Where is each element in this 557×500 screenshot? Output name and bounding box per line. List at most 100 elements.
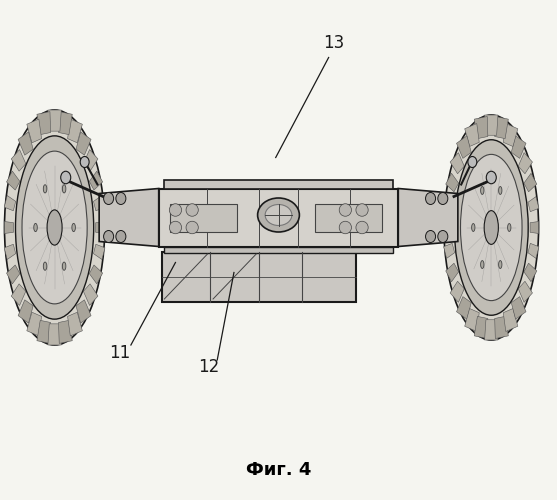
Polygon shape — [524, 174, 537, 192]
Ellipse shape — [16, 136, 94, 319]
Polygon shape — [27, 312, 42, 336]
Bar — [170, 204, 237, 232]
Bar — [315, 204, 382, 232]
Bar — [159, 188, 398, 246]
Polygon shape — [4, 196, 16, 210]
Ellipse shape — [481, 186, 484, 194]
Ellipse shape — [43, 184, 47, 193]
Ellipse shape — [62, 184, 66, 193]
Polygon shape — [7, 265, 20, 284]
Polygon shape — [18, 300, 33, 323]
Polygon shape — [444, 222, 452, 234]
Text: 13: 13 — [324, 34, 345, 52]
Ellipse shape — [486, 172, 496, 184]
Polygon shape — [84, 284, 98, 306]
Ellipse shape — [104, 192, 114, 204]
Polygon shape — [495, 316, 509, 338]
Polygon shape — [4, 222, 13, 234]
Polygon shape — [4, 244, 16, 260]
Polygon shape — [511, 136, 526, 158]
Ellipse shape — [438, 192, 448, 204]
Polygon shape — [58, 112, 72, 134]
Polygon shape — [524, 263, 537, 281]
Ellipse shape — [265, 204, 292, 226]
Polygon shape — [99, 188, 159, 246]
Polygon shape — [519, 152, 532, 174]
Ellipse shape — [339, 222, 351, 234]
Bar — [162, 252, 356, 302]
Ellipse shape — [438, 230, 448, 242]
Polygon shape — [89, 265, 102, 284]
Polygon shape — [465, 124, 479, 146]
Bar — [164, 180, 393, 188]
Ellipse shape — [34, 224, 37, 232]
Polygon shape — [495, 116, 509, 138]
Text: 11: 11 — [109, 344, 130, 361]
Polygon shape — [457, 136, 471, 158]
Polygon shape — [530, 222, 539, 234]
Polygon shape — [398, 188, 458, 246]
Ellipse shape — [356, 222, 368, 234]
Polygon shape — [94, 196, 105, 210]
Ellipse shape — [499, 260, 502, 268]
Polygon shape — [443, 196, 455, 212]
Polygon shape — [76, 300, 91, 323]
Ellipse shape — [61, 172, 71, 184]
Polygon shape — [474, 116, 488, 138]
Polygon shape — [27, 119, 42, 143]
Ellipse shape — [468, 156, 477, 168]
Ellipse shape — [169, 222, 182, 234]
Polygon shape — [96, 222, 105, 234]
Ellipse shape — [43, 262, 47, 270]
Polygon shape — [11, 284, 26, 306]
Polygon shape — [519, 282, 532, 302]
Ellipse shape — [47, 210, 62, 245]
Polygon shape — [84, 150, 98, 171]
Polygon shape — [11, 150, 26, 171]
Polygon shape — [443, 244, 455, 258]
Polygon shape — [7, 171, 20, 190]
Polygon shape — [465, 308, 479, 332]
Text: Фиг. 4: Фиг. 4 — [246, 461, 311, 479]
Polygon shape — [457, 296, 471, 319]
Ellipse shape — [484, 210, 499, 244]
Polygon shape — [67, 119, 82, 143]
Polygon shape — [76, 132, 91, 155]
Polygon shape — [511, 296, 526, 319]
Ellipse shape — [444, 115, 539, 340]
Ellipse shape — [455, 140, 528, 316]
Ellipse shape — [461, 154, 522, 300]
Polygon shape — [485, 115, 498, 135]
Polygon shape — [37, 320, 51, 344]
Ellipse shape — [186, 222, 198, 234]
Polygon shape — [504, 124, 518, 146]
Polygon shape — [504, 308, 518, 332]
Polygon shape — [67, 312, 82, 336]
Text: 12: 12 — [198, 358, 219, 376]
Ellipse shape — [80, 156, 89, 168]
Ellipse shape — [499, 186, 502, 194]
Bar — [164, 246, 393, 252]
Polygon shape — [450, 282, 464, 302]
Ellipse shape — [426, 230, 436, 242]
Polygon shape — [528, 196, 539, 212]
Ellipse shape — [481, 260, 484, 268]
Polygon shape — [474, 316, 488, 338]
Polygon shape — [48, 110, 61, 131]
Ellipse shape — [356, 204, 368, 216]
Ellipse shape — [507, 224, 511, 232]
Ellipse shape — [186, 204, 198, 216]
Ellipse shape — [472, 224, 475, 232]
Polygon shape — [48, 324, 61, 345]
Polygon shape — [450, 152, 464, 174]
Polygon shape — [94, 244, 105, 260]
Ellipse shape — [22, 151, 87, 304]
Ellipse shape — [62, 262, 66, 270]
Ellipse shape — [169, 204, 182, 216]
Ellipse shape — [257, 198, 300, 232]
Ellipse shape — [116, 230, 126, 242]
Polygon shape — [58, 320, 72, 344]
Ellipse shape — [426, 192, 436, 204]
Polygon shape — [528, 244, 539, 258]
Polygon shape — [89, 171, 102, 190]
